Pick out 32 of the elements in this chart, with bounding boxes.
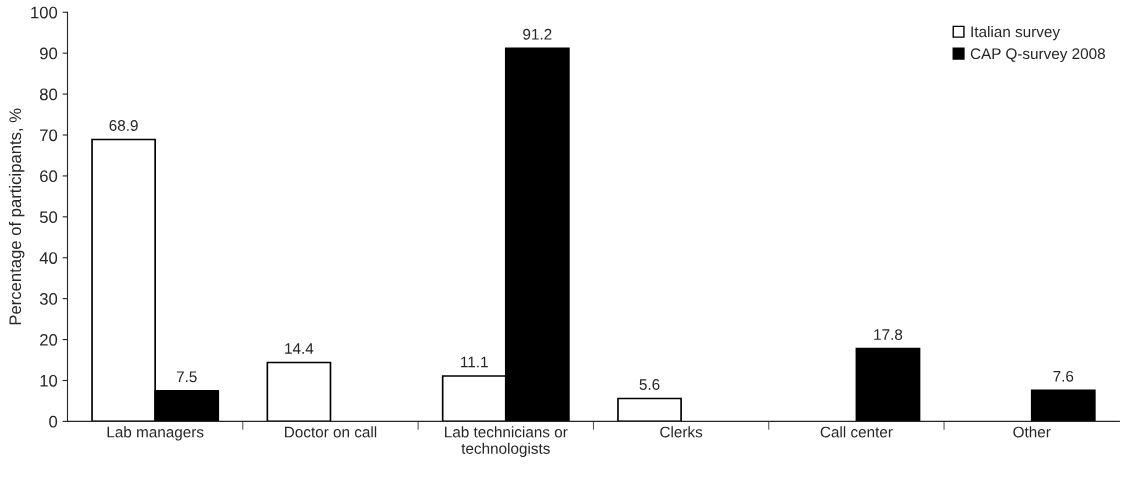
y-tick-label: 40 xyxy=(39,252,58,264)
data-label: 5.6 xyxy=(639,379,660,390)
bar xyxy=(617,397,682,422)
x-tick-label: Clerks xyxy=(660,426,703,438)
data-label: 7.6 xyxy=(1053,370,1074,382)
y-tick-label: 30 xyxy=(39,293,58,305)
y-tick-label: 80 xyxy=(39,88,58,101)
y-tick-label: 60 xyxy=(40,170,58,183)
y-axis-title: Percentage of participants, % xyxy=(8,108,25,325)
legend-label: Italian survey xyxy=(971,26,1061,41)
y-tick-label: 10 xyxy=(40,374,58,387)
y-tick-label: 0 xyxy=(49,415,58,428)
x-tick-label: Lab technicians or technologists xyxy=(445,426,568,457)
x-tick-label: Doctor on call xyxy=(285,426,377,438)
y-tick-label: 20 xyxy=(40,333,58,346)
x-tick-label: Lab managers xyxy=(107,426,204,441)
y-tick-label: 50 xyxy=(39,211,58,224)
x-tick-label: Call center xyxy=(820,426,893,438)
data-label: 14.4 xyxy=(285,343,314,354)
bar xyxy=(855,347,921,422)
y-tick-label: 100 xyxy=(31,6,58,19)
bar xyxy=(1030,389,1096,422)
legend-label: CAP Q-survey 2008 xyxy=(970,48,1105,63)
x-tick-label: Other xyxy=(1013,426,1051,438)
data-label: 11.1 xyxy=(461,356,488,368)
bar xyxy=(266,361,332,422)
data-label: 7.5 xyxy=(176,371,197,383)
y-tick-label: 70 xyxy=(40,129,58,142)
data-label: 68.9 xyxy=(109,120,138,131)
data-label: 91.2 xyxy=(523,28,552,40)
data-label: 17.8 xyxy=(874,329,903,340)
y-tick-label: 90 xyxy=(40,47,58,60)
